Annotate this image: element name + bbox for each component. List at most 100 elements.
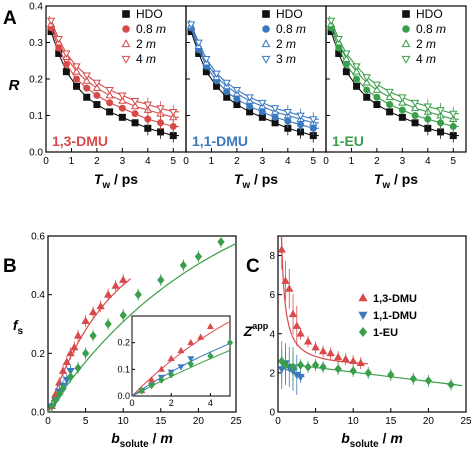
legend-marker — [358, 311, 368, 320]
data-point — [398, 94, 407, 102]
data-point — [363, 93, 371, 101]
inset-data-point — [206, 322, 214, 330]
data-point — [83, 84, 91, 92]
y-axis-label: fs — [13, 317, 24, 337]
x-tick-label: 0 — [323, 156, 329, 167]
inset-data-point — [167, 354, 175, 362]
legend-label: 3 m — [276, 52, 296, 66]
data-point — [342, 68, 350, 76]
fit-curve — [188, 23, 319, 129]
data-point — [449, 110, 458, 119]
x-tick-label: 10 — [118, 416, 130, 427]
inset-data-point — [177, 346, 185, 354]
x-tick-label: 0 — [43, 156, 49, 167]
inset-data-point — [187, 356, 195, 363]
data-point — [72, 63, 81, 71]
data-point — [212, 70, 221, 78]
data-point — [92, 79, 102, 88]
legend-label: HDO — [136, 7, 163, 21]
x-tick-label: 0 — [275, 416, 281, 427]
x-tick-label: 5 — [170, 156, 176, 167]
fit-curve — [47, 278, 132, 413]
data-point — [46, 17, 56, 26]
fit-curve — [48, 19, 179, 118]
data-point — [311, 360, 320, 370]
data-point — [319, 362, 327, 372]
x-tick-label: 20 — [193, 416, 205, 427]
fit-curve — [328, 19, 459, 120]
x-tick-label: 4 — [145, 156, 151, 167]
y-tick-label: 0.4 — [31, 290, 45, 301]
data-point — [326, 17, 336, 26]
data-point — [194, 251, 203, 262]
data-point — [288, 309, 298, 318]
data-point — [232, 87, 242, 95]
inset-fit-curve — [131, 349, 231, 397]
x-tick-label: 1 — [69, 156, 75, 167]
data-point — [292, 321, 301, 329]
legend-marker — [261, 55, 271, 64]
data-point — [169, 122, 177, 130]
data-point — [410, 103, 420, 112]
inset-data-point — [148, 381, 155, 390]
data-point — [105, 87, 114, 95]
data-point — [59, 383, 67, 394]
data-point — [131, 110, 139, 118]
data-point — [364, 368, 372, 378]
x-tick-label: 0 — [183, 156, 189, 167]
legend-label: 1,1-DMU — [373, 310, 417, 322]
y-axis-label: R — [9, 77, 20, 94]
data-point — [245, 94, 254, 102]
data-point — [66, 372, 75, 382]
legend-label: 4 m — [416, 52, 436, 66]
legend-label: 2 m — [136, 37, 156, 51]
panel-letter-a: A — [3, 8, 17, 29]
data-point — [373, 101, 381, 109]
data-point — [342, 50, 351, 58]
x-tick-label: 5 — [313, 416, 319, 427]
data-point — [353, 82, 361, 90]
data-point — [296, 112, 305, 120]
x-tick-label: 15 — [385, 416, 397, 427]
inset-data-point — [138, 386, 145, 395]
sample-tag: 1,1-DMU — [192, 133, 248, 149]
x-tick-label: 25 — [460, 416, 472, 427]
y-tick-label: 0.2 — [31, 349, 45, 360]
data-point — [311, 342, 320, 351]
x-tick-label: 4 — [285, 156, 291, 167]
legend-label: 1-EU — [373, 327, 398, 339]
data-point — [54, 35, 63, 44]
data-point — [62, 357, 71, 366]
data-point — [271, 113, 279, 121]
legend-label: HDO — [276, 7, 303, 21]
data-point — [289, 362, 297, 372]
data-point — [179, 260, 188, 270]
data-point — [334, 364, 342, 374]
y-tick-label: 2 — [269, 368, 275, 379]
panel-letter-c: C — [246, 256, 260, 277]
data-point — [258, 108, 266, 116]
fit-curve — [188, 21, 319, 124]
inset-x-tick-label: 4 — [208, 398, 213, 408]
x-tick-label: 3 — [260, 156, 266, 167]
legend-label: 4 m — [136, 52, 156, 66]
data-point — [81, 348, 90, 358]
data-point — [58, 366, 68, 374]
inset-y-tick-label: 0.1 — [117, 364, 130, 374]
plot-frame — [277, 235, 467, 413]
legend-label: 0.8 m — [136, 22, 166, 36]
data-point — [48, 401, 56, 411]
data-point — [70, 342, 79, 351]
data-point — [106, 108, 114, 116]
data-point — [411, 119, 419, 127]
data-point — [134, 290, 142, 300]
data-point — [296, 329, 305, 337]
data-point — [118, 113, 126, 121]
data-point — [303, 337, 313, 345]
inset-data-point — [187, 360, 194, 368]
x-tick-label: 20 — [423, 416, 435, 427]
data-point — [309, 116, 318, 124]
data-point — [96, 301, 105, 310]
x-tick-label: 1 — [209, 156, 215, 167]
fit-curve — [328, 15, 459, 115]
